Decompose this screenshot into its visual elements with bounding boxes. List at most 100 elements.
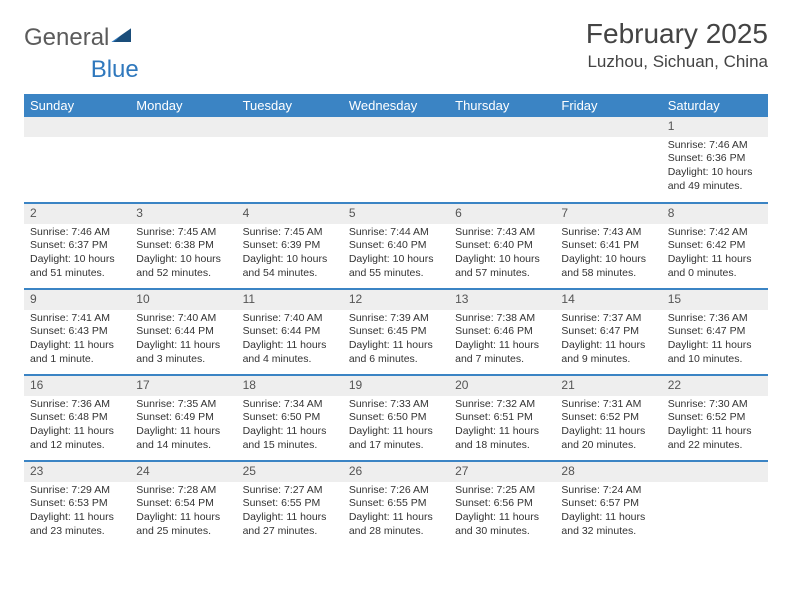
daylight-text: Daylight: 11 hours and 27 minutes. bbox=[243, 511, 337, 538]
daylight-text: Daylight: 10 hours and 51 minutes. bbox=[30, 253, 124, 280]
day-content: Sunrise: 7:31 AMSunset: 6:52 PMDaylight:… bbox=[555, 396, 661, 457]
day-number: 13 bbox=[449, 290, 555, 310]
daylight-text: Daylight: 11 hours and 20 minutes. bbox=[561, 425, 655, 452]
day-number-empty bbox=[555, 117, 661, 137]
sunrise-text: Sunrise: 7:28 AM bbox=[136, 484, 230, 498]
sunset-text: Sunset: 6:57 PM bbox=[561, 497, 655, 511]
calendar-page: General February 2025 Luzhou, Sichuan, C… bbox=[0, 0, 792, 559]
sunset-text: Sunset: 6:52 PM bbox=[668, 411, 762, 425]
weekday-header: Friday bbox=[555, 94, 661, 117]
calendar-cell: 7Sunrise: 7:43 AMSunset: 6:41 PMDaylight… bbox=[555, 203, 661, 289]
calendar-cell: 19Sunrise: 7:33 AMSunset: 6:50 PMDayligh… bbox=[343, 375, 449, 461]
sunrise-text: Sunrise: 7:43 AM bbox=[455, 226, 549, 240]
title-block: February 2025 Luzhou, Sichuan, China bbox=[586, 18, 768, 72]
sunrise-text: Sunrise: 7:31 AM bbox=[561, 398, 655, 412]
day-number: 21 bbox=[555, 376, 661, 396]
calendar-week-row: 16Sunrise: 7:36 AMSunset: 6:48 PMDayligh… bbox=[24, 375, 768, 461]
weekday-header: Monday bbox=[130, 94, 236, 117]
day-number: 26 bbox=[343, 462, 449, 482]
day-number-empty bbox=[449, 117, 555, 137]
day-content: Sunrise: 7:26 AMSunset: 6:55 PMDaylight:… bbox=[343, 482, 449, 543]
daylight-text: Daylight: 11 hours and 17 minutes. bbox=[349, 425, 443, 452]
day-number: 28 bbox=[555, 462, 661, 482]
calendar-cell: 17Sunrise: 7:35 AMSunset: 6:49 PMDayligh… bbox=[130, 375, 236, 461]
sunset-text: Sunset: 6:44 PM bbox=[136, 325, 230, 339]
day-number-empty bbox=[343, 117, 449, 137]
sunset-text: Sunset: 6:44 PM bbox=[243, 325, 337, 339]
weekday-header: Saturday bbox=[662, 94, 768, 117]
sunset-text: Sunset: 6:55 PM bbox=[243, 497, 337, 511]
day-content: Sunrise: 7:42 AMSunset: 6:42 PMDaylight:… bbox=[662, 224, 768, 285]
day-number: 1 bbox=[662, 117, 768, 137]
day-number: 18 bbox=[237, 376, 343, 396]
sunset-text: Sunset: 6:36 PM bbox=[668, 152, 762, 166]
calendar-cell bbox=[130, 117, 236, 203]
day-number: 3 bbox=[130, 204, 236, 224]
day-number: 12 bbox=[343, 290, 449, 310]
daylight-text: Daylight: 10 hours and 57 minutes. bbox=[455, 253, 549, 280]
day-number: 2 bbox=[24, 204, 130, 224]
daylight-text: Daylight: 10 hours and 49 minutes. bbox=[668, 166, 762, 193]
sunrise-text: Sunrise: 7:37 AM bbox=[561, 312, 655, 326]
sunset-text: Sunset: 6:56 PM bbox=[455, 497, 549, 511]
sunset-text: Sunset: 6:51 PM bbox=[455, 411, 549, 425]
calendar-cell: 15Sunrise: 7:36 AMSunset: 6:47 PMDayligh… bbox=[662, 289, 768, 375]
sunrise-text: Sunrise: 7:32 AM bbox=[455, 398, 549, 412]
day-content: Sunrise: 7:28 AMSunset: 6:54 PMDaylight:… bbox=[130, 482, 236, 543]
sunset-text: Sunset: 6:40 PM bbox=[455, 239, 549, 253]
day-content: Sunrise: 7:45 AMSunset: 6:38 PMDaylight:… bbox=[130, 224, 236, 285]
day-content: Sunrise: 7:38 AMSunset: 6:46 PMDaylight:… bbox=[449, 310, 555, 371]
sunrise-text: Sunrise: 7:41 AM bbox=[30, 312, 124, 326]
daylight-text: Daylight: 11 hours and 22 minutes. bbox=[668, 425, 762, 452]
calendar-cell: 6Sunrise: 7:43 AMSunset: 6:40 PMDaylight… bbox=[449, 203, 555, 289]
sunrise-text: Sunrise: 7:43 AM bbox=[561, 226, 655, 240]
daylight-text: Daylight: 11 hours and 14 minutes. bbox=[136, 425, 230, 452]
day-number: 8 bbox=[662, 204, 768, 224]
calendar-cell bbox=[449, 117, 555, 203]
day-content: Sunrise: 7:25 AMSunset: 6:56 PMDaylight:… bbox=[449, 482, 555, 543]
day-content: Sunrise: 7:46 AMSunset: 6:36 PMDaylight:… bbox=[662, 137, 768, 198]
day-number: 4 bbox=[237, 204, 343, 224]
calendar-cell: 2Sunrise: 7:46 AMSunset: 6:37 PMDaylight… bbox=[24, 203, 130, 289]
calendar-cell: 23Sunrise: 7:29 AMSunset: 6:53 PMDayligh… bbox=[24, 461, 130, 547]
day-number: 11 bbox=[237, 290, 343, 310]
daylight-text: Daylight: 10 hours and 55 minutes. bbox=[349, 253, 443, 280]
calendar-cell: 20Sunrise: 7:32 AMSunset: 6:51 PMDayligh… bbox=[449, 375, 555, 461]
calendar-cell: 10Sunrise: 7:40 AMSunset: 6:44 PMDayligh… bbox=[130, 289, 236, 375]
day-content: Sunrise: 7:36 AMSunset: 6:47 PMDaylight:… bbox=[662, 310, 768, 371]
sunset-text: Sunset: 6:42 PM bbox=[668, 239, 762, 253]
day-number: 7 bbox=[555, 204, 661, 224]
sunrise-text: Sunrise: 7:27 AM bbox=[243, 484, 337, 498]
sunrise-text: Sunrise: 7:33 AM bbox=[349, 398, 443, 412]
sunrise-text: Sunrise: 7:24 AM bbox=[561, 484, 655, 498]
daylight-text: Daylight: 11 hours and 28 minutes. bbox=[349, 511, 443, 538]
daylight-text: Daylight: 11 hours and 18 minutes. bbox=[455, 425, 549, 452]
calendar-cell: 4Sunrise: 7:45 AMSunset: 6:39 PMDaylight… bbox=[237, 203, 343, 289]
calendar-cell: 3Sunrise: 7:45 AMSunset: 6:38 PMDaylight… bbox=[130, 203, 236, 289]
day-number: 16 bbox=[24, 376, 130, 396]
calendar-cell: 5Sunrise: 7:44 AMSunset: 6:40 PMDaylight… bbox=[343, 203, 449, 289]
calendar-cell: 9Sunrise: 7:41 AMSunset: 6:43 PMDaylight… bbox=[24, 289, 130, 375]
sunset-text: Sunset: 6:43 PM bbox=[30, 325, 124, 339]
sunrise-text: Sunrise: 7:45 AM bbox=[243, 226, 337, 240]
sunset-text: Sunset: 6:37 PM bbox=[30, 239, 124, 253]
day-number: 14 bbox=[555, 290, 661, 310]
daylight-text: Daylight: 10 hours and 54 minutes. bbox=[243, 253, 337, 280]
logo-text-general: General bbox=[24, 24, 109, 52]
calendar-cell: 25 Sunrise: 7:27 AMSunset: 6:55 PMDayligh… bbox=[237, 461, 343, 547]
day-content: Sunrise: 7:41 AMSunset: 6:43 PMDaylight:… bbox=[24, 310, 130, 371]
daylight-text: Daylight: 11 hours and 0 minutes. bbox=[668, 253, 762, 280]
day-number: 15 bbox=[662, 290, 768, 310]
sunset-text: Sunset: 6:45 PM bbox=[349, 325, 443, 339]
sunrise-text: Sunrise: 7:25 AM bbox=[455, 484, 549, 498]
sunset-text: Sunset: 6:54 PM bbox=[136, 497, 230, 511]
location-text: Luzhou, Sichuan, China bbox=[586, 52, 768, 72]
sunset-text: Sunset: 6:47 PM bbox=[668, 325, 762, 339]
daylight-text: Daylight: 11 hours and 25 minutes. bbox=[136, 511, 230, 538]
calendar-cell: 16Sunrise: 7:36 AMSunset: 6:48 PMDayligh… bbox=[24, 375, 130, 461]
daylight-text: Daylight: 11 hours and 6 minutes. bbox=[349, 339, 443, 366]
sunrise-text: Sunrise: 7:44 AM bbox=[349, 226, 443, 240]
sunrise-text: Sunrise: 7:29 AM bbox=[30, 484, 124, 498]
day-number: 25 bbox=[237, 462, 343, 482]
day-number: 17 bbox=[130, 376, 236, 396]
